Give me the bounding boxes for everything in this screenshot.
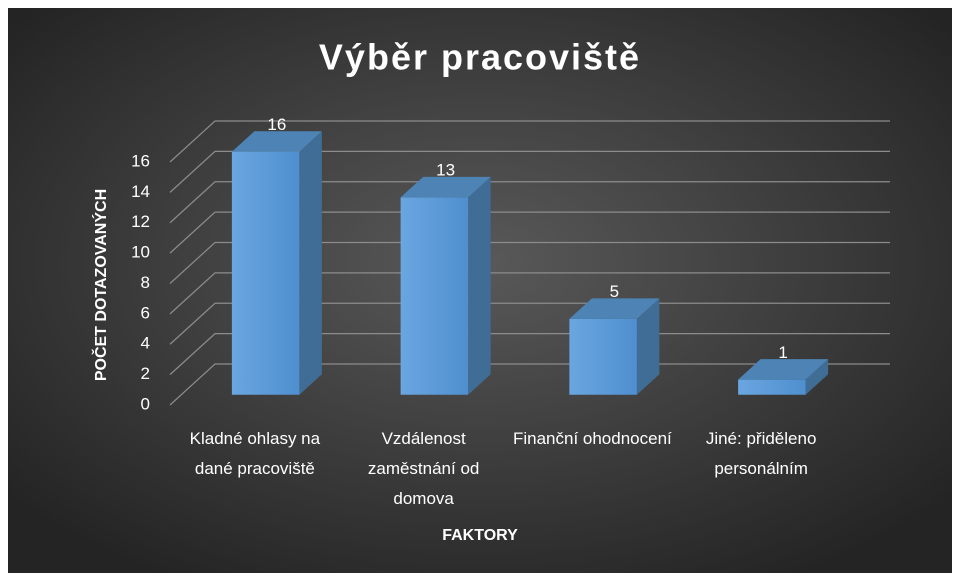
y-tick-label: 4 [141,334,150,353]
grid-line [169,120,890,163]
x-tick-label: Jiné: přiděleno personálním [705,429,817,478]
grid-line [169,181,890,224]
y-tick-label: 8 [141,273,150,292]
grid-line [169,333,890,376]
bar-top [400,176,491,198]
y-tick-label: 16 [131,151,150,170]
x-tick-label: Kladné ohlasy na dané pracoviště [189,429,321,478]
bar-side [805,359,829,395]
bar-front [400,197,469,395]
y-tick-label: 6 [141,303,150,322]
grid-line [169,302,890,345]
y-tick-label: 10 [131,243,150,262]
y-tick-label: 0 [141,394,150,413]
bar-top [231,131,322,152]
data-label: 1 [778,343,787,362]
y-axis-title: POČET DOTAZOVANÝCH [91,189,110,381]
x-tick-label: Vzdálenost zaměstnání od domova [367,429,480,508]
chart-title: Výběr pracoviště [319,37,641,78]
x-tick-label: Finanční ohodnocení [512,429,672,448]
bar-top [569,298,660,319]
grid-line [169,211,890,254]
y-tick-label: 2 [141,364,150,383]
grid-line [169,150,890,193]
bar-top [738,359,829,380]
bar-side [468,176,491,395]
data-label: 5 [610,282,619,301]
bar-side [636,298,660,395]
data-label: 13 [436,161,455,180]
data-label: 16 [267,115,286,134]
grid-line [169,363,890,406]
bar-front [231,151,300,395]
y-tick-label: 12 [131,212,150,231]
bar-front [738,379,806,395]
bar-front [569,318,637,395]
grid-line [169,241,890,284]
y-tick-label: 14 [131,182,150,201]
grid-line [169,272,890,315]
bar-side [299,131,322,395]
x-axis-title: FAKTORY [442,527,518,544]
